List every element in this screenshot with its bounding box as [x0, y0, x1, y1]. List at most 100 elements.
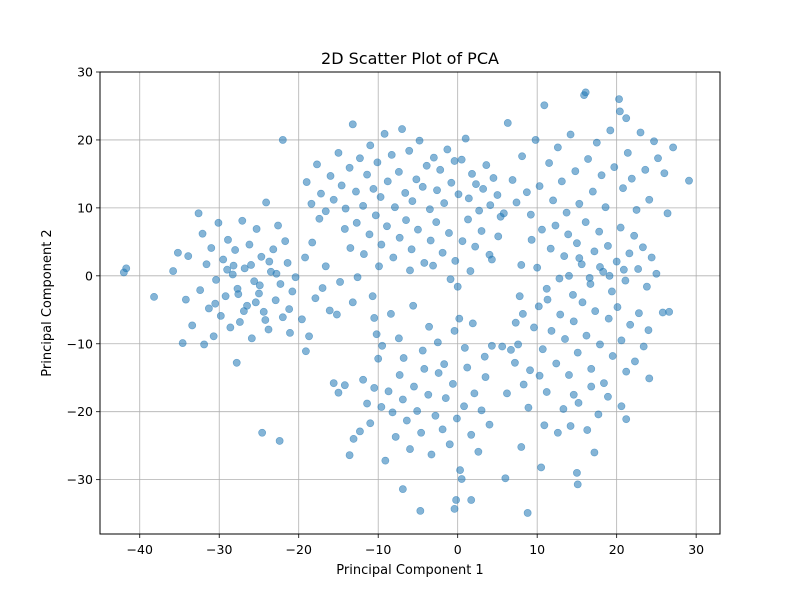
scatter-point [286, 328, 294, 337]
scatter-point [581, 88, 590, 97]
scatter-point [471, 242, 480, 251]
scatter-point [531, 136, 540, 144]
scatter-point [425, 322, 433, 331]
scatter-point [526, 210, 535, 219]
scatter-point [596, 263, 604, 271]
data-points [119, 88, 693, 517]
scatter-point [272, 269, 281, 278]
y-tick-label: 10 [77, 200, 93, 215]
scatter-point [518, 309, 527, 318]
scatter-point [229, 261, 238, 270]
x-tick-label: −30 [206, 542, 232, 557]
scatter-point [615, 107, 624, 116]
scatter-point [445, 229, 453, 237]
scatter-point [466, 267, 475, 275]
scatter-point [511, 358, 519, 367]
scatter-point [619, 184, 627, 193]
scatter-point [178, 339, 187, 347]
scatter-point [204, 304, 213, 313]
scatter-point [375, 262, 383, 271]
scatter-point [395, 371, 404, 379]
scatter-point [434, 369, 443, 377]
scatter-point [545, 159, 554, 167]
scatter-point [663, 209, 672, 218]
scatter-point [517, 261, 526, 269]
scatter-point [198, 229, 207, 238]
scatter-point [622, 114, 631, 123]
scatter-point [353, 273, 362, 282]
scatter-point [446, 275, 455, 284]
scatter-point [605, 271, 614, 280]
scatter-point [560, 252, 569, 261]
scatter-point [501, 474, 510, 483]
scatter-point [452, 414, 461, 423]
scatter-point [247, 261, 255, 269]
scatter-point [212, 275, 220, 284]
scatter-point [553, 428, 562, 437]
scatter-point [606, 126, 615, 135]
scatter-point [415, 136, 424, 145]
scatter-point [378, 341, 387, 350]
scatter-point [543, 295, 552, 304]
scatter-point [418, 182, 427, 191]
scatter-point [226, 323, 235, 332]
scatter-point [481, 373, 490, 381]
scatter-point [408, 197, 417, 205]
scatter-point [590, 247, 599, 256]
scatter-point [214, 218, 223, 227]
scatter-point [291, 273, 300, 282]
scatter-point [595, 227, 604, 236]
scatter-point [345, 163, 354, 172]
scatter-point [587, 365, 596, 373]
scatter-point [474, 447, 483, 456]
x-tick-label: −20 [286, 542, 312, 557]
scatter-point [625, 249, 634, 258]
scatter-point [636, 128, 645, 137]
scatter-point [255, 281, 264, 290]
scatter-point [211, 299, 220, 308]
scatter-point [527, 235, 536, 244]
scatter-point [259, 307, 268, 316]
scatter-point [631, 357, 639, 366]
scatter-point [209, 332, 218, 341]
scatter-point [564, 230, 573, 239]
scatter-point [359, 250, 368, 258]
scatter-point [302, 178, 311, 186]
scatter-point [409, 301, 418, 310]
x-tick-label: 20 [609, 542, 625, 557]
scatter-point [540, 101, 549, 110]
scatter-point [383, 222, 391, 231]
scatter-point [307, 199, 316, 208]
scatter-point [450, 504, 459, 513]
scatter-point [433, 186, 441, 195]
scatter-point [454, 190, 463, 199]
scatter-point [634, 265, 643, 273]
scatter-point [169, 267, 178, 275]
scatter-point [522, 188, 531, 197]
scatter-point [366, 419, 375, 428]
scatter-point [573, 468, 581, 477]
scatter-point [321, 207, 330, 216]
scatter-point [645, 374, 654, 383]
scatter-point [410, 382, 418, 391]
scatter-point [384, 387, 393, 396]
scatter-point [341, 204, 350, 213]
scatter-point [264, 325, 273, 334]
scatter-point [601, 203, 610, 212]
scatter-point [524, 403, 533, 412]
scatter-point [573, 348, 582, 357]
scatter-point [255, 289, 263, 298]
scatter-point [453, 282, 462, 291]
scatter-point [623, 148, 632, 157]
scatter-point [464, 215, 472, 224]
scatter-point [530, 323, 538, 332]
scatter-point [388, 408, 397, 417]
scatter-point [329, 195, 338, 204]
scatter-point [608, 352, 617, 360]
x-axis-label: Principal Component 1 [336, 563, 483, 578]
scatter-point [337, 181, 346, 190]
chart-title: 2D Scatter Plot of PCA [321, 49, 499, 68]
scatter-point [652, 269, 661, 278]
scatter-point [607, 287, 616, 296]
scatter-point [613, 303, 622, 311]
